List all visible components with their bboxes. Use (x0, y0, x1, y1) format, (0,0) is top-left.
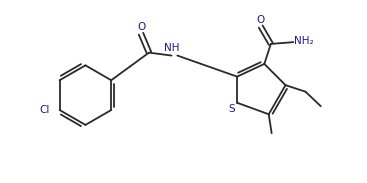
Text: S: S (229, 104, 235, 114)
Text: Cl: Cl (39, 105, 50, 115)
Text: NH: NH (164, 43, 180, 53)
Text: NH₂: NH₂ (294, 36, 314, 46)
Text: O: O (137, 22, 145, 32)
Text: O: O (257, 15, 265, 25)
